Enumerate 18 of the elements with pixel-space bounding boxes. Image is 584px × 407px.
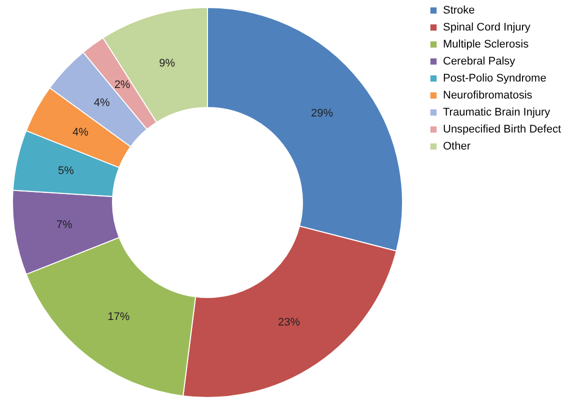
- legend-label: Traumatic Brain Injury: [443, 106, 551, 118]
- data-label: 4%: [72, 126, 89, 139]
- data-label: 23%: [278, 316, 300, 328]
- legend-label: Unspecified Birth Defect: [443, 124, 561, 136]
- legend-label: Spinal Cord Injury: [443, 22, 531, 34]
- legend-label: Cerebral Palsy: [443, 56, 516, 68]
- data-label: 4%: [94, 97, 110, 110]
- data-label: 9%: [159, 57, 176, 70]
- data-label: 5%: [58, 164, 74, 177]
- legend-label: Other: [443, 140, 471, 152]
- data-label: 17%: [108, 311, 130, 324]
- legend-label: Neurofibromatosis: [443, 90, 533, 102]
- legend-label: Stroke: [443, 4, 475, 16]
- data-label: 2%: [114, 79, 130, 92]
- data-label: 7%: [56, 219, 72, 232]
- legend-label: Post-Polio Syndrome: [443, 72, 546, 84]
- legend-label: Multiple Sclerosis: [443, 38, 530, 50]
- data-label: 29%: [311, 108, 334, 120]
